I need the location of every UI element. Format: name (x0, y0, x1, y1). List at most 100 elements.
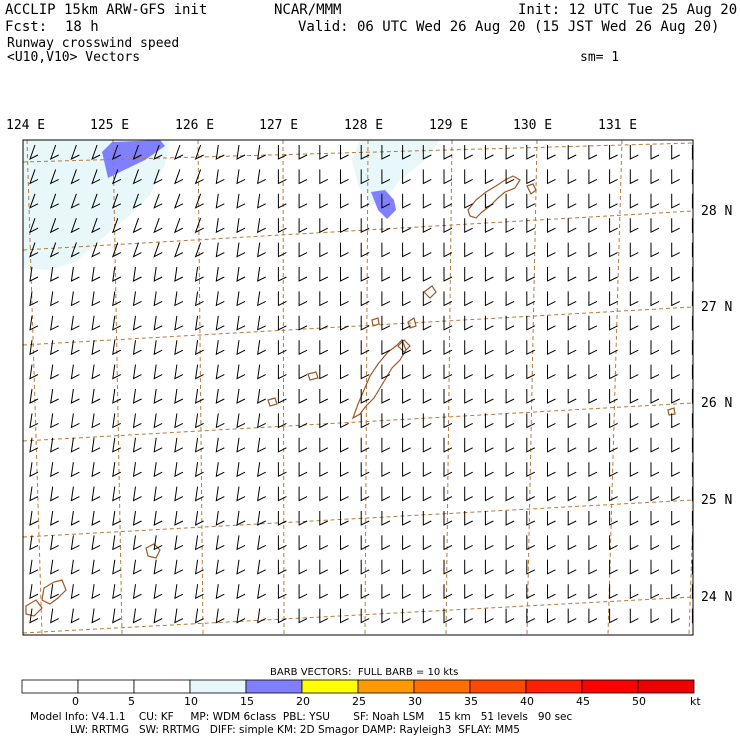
wind-barb (609, 389, 618, 404)
wind-barb (671, 437, 680, 453)
wind-barb (215, 510, 225, 526)
wind-barb (257, 242, 266, 258)
wind-barb (112, 437, 122, 453)
wind-barb (236, 364, 246, 380)
wind-barb (691, 169, 693, 185)
wind-barb (588, 511, 598, 526)
wind-barb (650, 511, 660, 526)
wind-barb (236, 413, 246, 429)
wind-barb (547, 559, 556, 575)
colorbar-tick-label: 40 (520, 695, 534, 708)
wind-barb (132, 242, 142, 258)
wind-barb (153, 364, 163, 380)
wind-barb (505, 193, 515, 209)
wind-barb (91, 218, 101, 234)
wind-barb (215, 340, 225, 356)
wind-barb (422, 389, 432, 404)
wind-barb (547, 389, 556, 404)
wind-barb (50, 559, 59, 575)
wind-barb (547, 145, 556, 160)
wind-barb (277, 218, 287, 234)
wind-barb (671, 413, 680, 429)
wind-barb (298, 535, 308, 551)
wind-barb (484, 584, 494, 600)
wind-barb (609, 437, 618, 453)
wind-barb (402, 193, 411, 209)
wind-barb (277, 145, 287, 160)
wind-barb (29, 608, 39, 624)
valid-time: Valid: 06 UTC Wed 26 Aug 20 (15 JST Wed … (298, 19, 720, 35)
wind-barb (671, 242, 680, 258)
wind-barb (588, 389, 598, 404)
wind-barb (112, 388, 122, 404)
wind-barb (340, 559, 349, 575)
wind-barb (464, 462, 473, 478)
wind-barb (257, 437, 266, 453)
wind-barb (257, 559, 266, 575)
wind-barb (49, 242, 59, 258)
colorbar-tick-label: 30 (408, 695, 422, 708)
wind-barb (443, 413, 453, 429)
wind-barb (277, 535, 287, 551)
wind-barb (50, 462, 59, 478)
wind-barb (257, 388, 266, 404)
wind-barb (526, 340, 536, 356)
wind-barb (464, 413, 473, 429)
wind-barb (402, 218, 411, 234)
wind-barb (671, 486, 680, 502)
meridian-125 (112, 140, 123, 635)
kikai-jima-coast (526, 183, 537, 195)
wind-barb (650, 193, 660, 209)
wind-barb (422, 511, 432, 526)
wind-barb (567, 535, 577, 551)
wind-barb (236, 193, 246, 209)
wind-barb (50, 437, 59, 453)
wind-barb (505, 169, 515, 185)
wind-barb (29, 242, 39, 258)
field-name: Runway crosswind speed (7, 36, 180, 51)
wind-barb (484, 462, 494, 478)
wind-barb (50, 291, 59, 307)
wind-barb (526, 267, 536, 282)
wind-barb (671, 218, 680, 234)
wind-barb (567, 486, 577, 502)
model-info-line-1: Model Info: V4.1.1 CU: KF MP: WDM 6class… (30, 711, 573, 723)
wind-barb (381, 559, 391, 575)
wind-barb (112, 535, 122, 551)
wind-barb (277, 559, 287, 575)
wind-barb (298, 193, 308, 209)
wind-barb (153, 413, 163, 429)
wind-barb (298, 437, 308, 453)
wind-barb (298, 462, 308, 478)
wind-barb (360, 340, 370, 356)
wind-barb (691, 315, 693, 331)
wind-barb (91, 193, 101, 209)
wind-barb (319, 291, 329, 307)
wind-barb (464, 535, 473, 551)
wind-barb (29, 193, 39, 209)
wind-barb (174, 437, 184, 453)
wind-barb (257, 144, 266, 160)
colorbar-box (469, 679, 527, 694)
wind-barb (609, 364, 618, 380)
wind-barb (132, 559, 142, 575)
wind-barb (402, 511, 411, 526)
wind-barb (381, 242, 391, 258)
wind-barb (691, 193, 693, 209)
wind-barb (91, 291, 101, 307)
meridian-127 (282, 140, 285, 635)
wind-barb (588, 145, 598, 160)
wind-barb (402, 584, 411, 600)
wind-barb (650, 267, 660, 282)
wind-barb (609, 608, 618, 624)
wind-barb (112, 486, 122, 502)
wind-barb (215, 144, 225, 160)
wind-barb (215, 218, 225, 234)
wind-barb (402, 242, 411, 258)
wind-barb (236, 510, 246, 526)
wind-barb (547, 291, 556, 307)
wind-barb (505, 486, 515, 502)
wind-barb (215, 193, 225, 209)
wind-barb (319, 193, 329, 209)
